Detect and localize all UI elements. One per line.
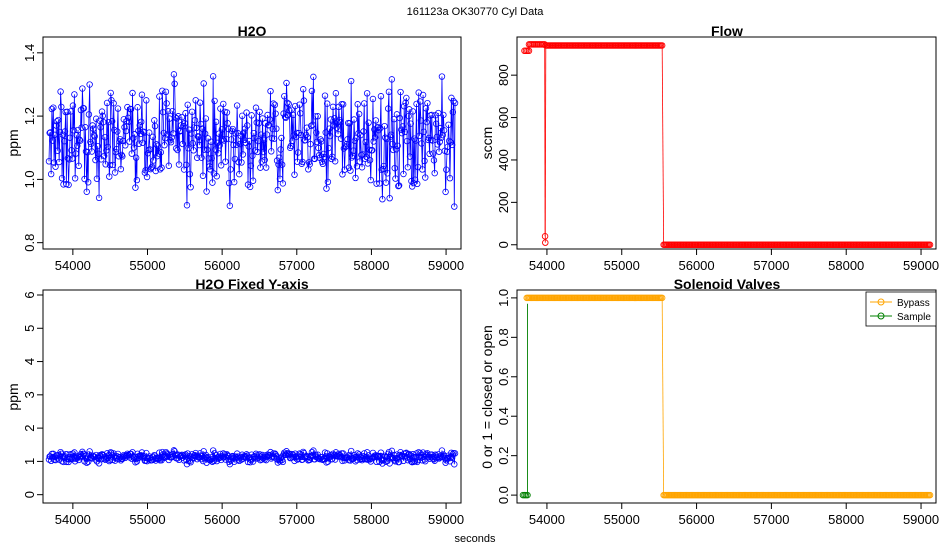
x-tick-label: 57000 bbox=[279, 258, 315, 273]
y-tick-label: 4 bbox=[22, 358, 37, 365]
y-tick-label: 0.2 bbox=[496, 447, 511, 465]
legend: Bypass Sample bbox=[866, 292, 936, 326]
y-tick-label: 200 bbox=[496, 192, 511, 214]
y-tick-label: 0.8 bbox=[496, 328, 511, 346]
x-axis-label: seconds bbox=[455, 533, 496, 545]
y-tick-label: 600 bbox=[496, 107, 511, 129]
data-layer bbox=[522, 42, 933, 248]
y-axis-label: ppm bbox=[5, 129, 21, 156]
plot-area: 54000 55000 56000 57000 58000 59000 0 200 400 600… bbox=[496, 37, 939, 273]
plot-area: 54000 55000 56000 57000 58000 59000 0 1 2 3 4 5 6 bbox=[22, 290, 464, 527]
y-tick-label: 1.2 bbox=[22, 107, 37, 125]
x-tick-label: 59000 bbox=[903, 512, 939, 527]
series-connector bbox=[662, 298, 663, 495]
x-tick-label: 56000 bbox=[678, 258, 714, 273]
data-layer bbox=[46, 448, 458, 468]
x-tick-label: 58000 bbox=[353, 512, 389, 527]
x-tick-label: 54000 bbox=[55, 512, 91, 527]
y-tick-label: 1.0 bbox=[22, 170, 37, 188]
y-tick-label: 800 bbox=[496, 64, 511, 86]
data-layer bbox=[46, 72, 458, 210]
y-tick-label: 0.6 bbox=[496, 368, 511, 386]
x-tick-label: 58000 bbox=[353, 258, 389, 273]
y-tick-label: 5 bbox=[22, 325, 37, 332]
y-tick-label: 0 bbox=[496, 241, 511, 248]
x-tick-label: 55000 bbox=[604, 258, 640, 273]
x-tick-label: 58000 bbox=[828, 512, 864, 527]
y-tick-label: 400 bbox=[496, 149, 511, 171]
x-tick-label: 54000 bbox=[529, 512, 565, 527]
x-tick-label: 59000 bbox=[428, 512, 464, 527]
y-tick-label: 1.0 bbox=[496, 289, 511, 307]
x-tick-label: 54000 bbox=[529, 258, 565, 273]
y-tick-label: 0.4 bbox=[496, 407, 511, 425]
x-tick-label: 57000 bbox=[753, 258, 789, 273]
y-tick-label: 6 bbox=[22, 291, 37, 298]
plot-frame bbox=[43, 290, 461, 503]
y-tick-label: 0.0 bbox=[496, 486, 511, 504]
x-tick-label: 56000 bbox=[204, 512, 240, 527]
y-tick-label: 0.8 bbox=[22, 234, 37, 252]
series-connector bbox=[545, 45, 546, 242]
y-axis-label: ppm bbox=[5, 383, 21, 410]
x-tick-label: 54000 bbox=[55, 258, 91, 273]
x-tick-label: 55000 bbox=[129, 258, 165, 273]
x-tick-label: 55000 bbox=[129, 512, 165, 527]
plot-area: 54000 55000 56000 57000 58000 59000 0.8 1.0 1.2 1… bbox=[22, 37, 464, 273]
figure-suptitle: 161123a OK30770 Cyl Data bbox=[407, 6, 545, 18]
x-tick-label: 56000 bbox=[204, 258, 240, 273]
plot-frame bbox=[517, 37, 936, 249]
panel-solenoid-valves: Solenoid Valves 0 or 1 = closed or open … bbox=[479, 276, 939, 527]
x-tick-label: 59000 bbox=[903, 258, 939, 273]
x-tick-label: 55000 bbox=[604, 512, 640, 527]
x-tick-label: 57000 bbox=[753, 512, 789, 527]
x-tick-label: 58000 bbox=[828, 258, 864, 273]
y-tick-label: 1.4 bbox=[22, 44, 37, 62]
y-tick-label: 1 bbox=[22, 458, 37, 465]
y-axis-label: sccm bbox=[479, 127, 495, 160]
legend-label-sample: Sample bbox=[897, 312, 931, 323]
x-tick-label: 59000 bbox=[428, 258, 464, 273]
y-tick-label: 2 bbox=[22, 425, 37, 432]
x-tick-label: 57000 bbox=[279, 512, 315, 527]
series-connector bbox=[662, 45, 663, 244]
y-tick-label: 0 bbox=[22, 491, 37, 498]
x-tick-label: 56000 bbox=[678, 512, 714, 527]
y-tick-label: 3 bbox=[22, 391, 37, 398]
legend-label-bypass: Bypass bbox=[897, 298, 930, 309]
y-axis-label: 0 or 1 = closed or open bbox=[479, 325, 495, 469]
